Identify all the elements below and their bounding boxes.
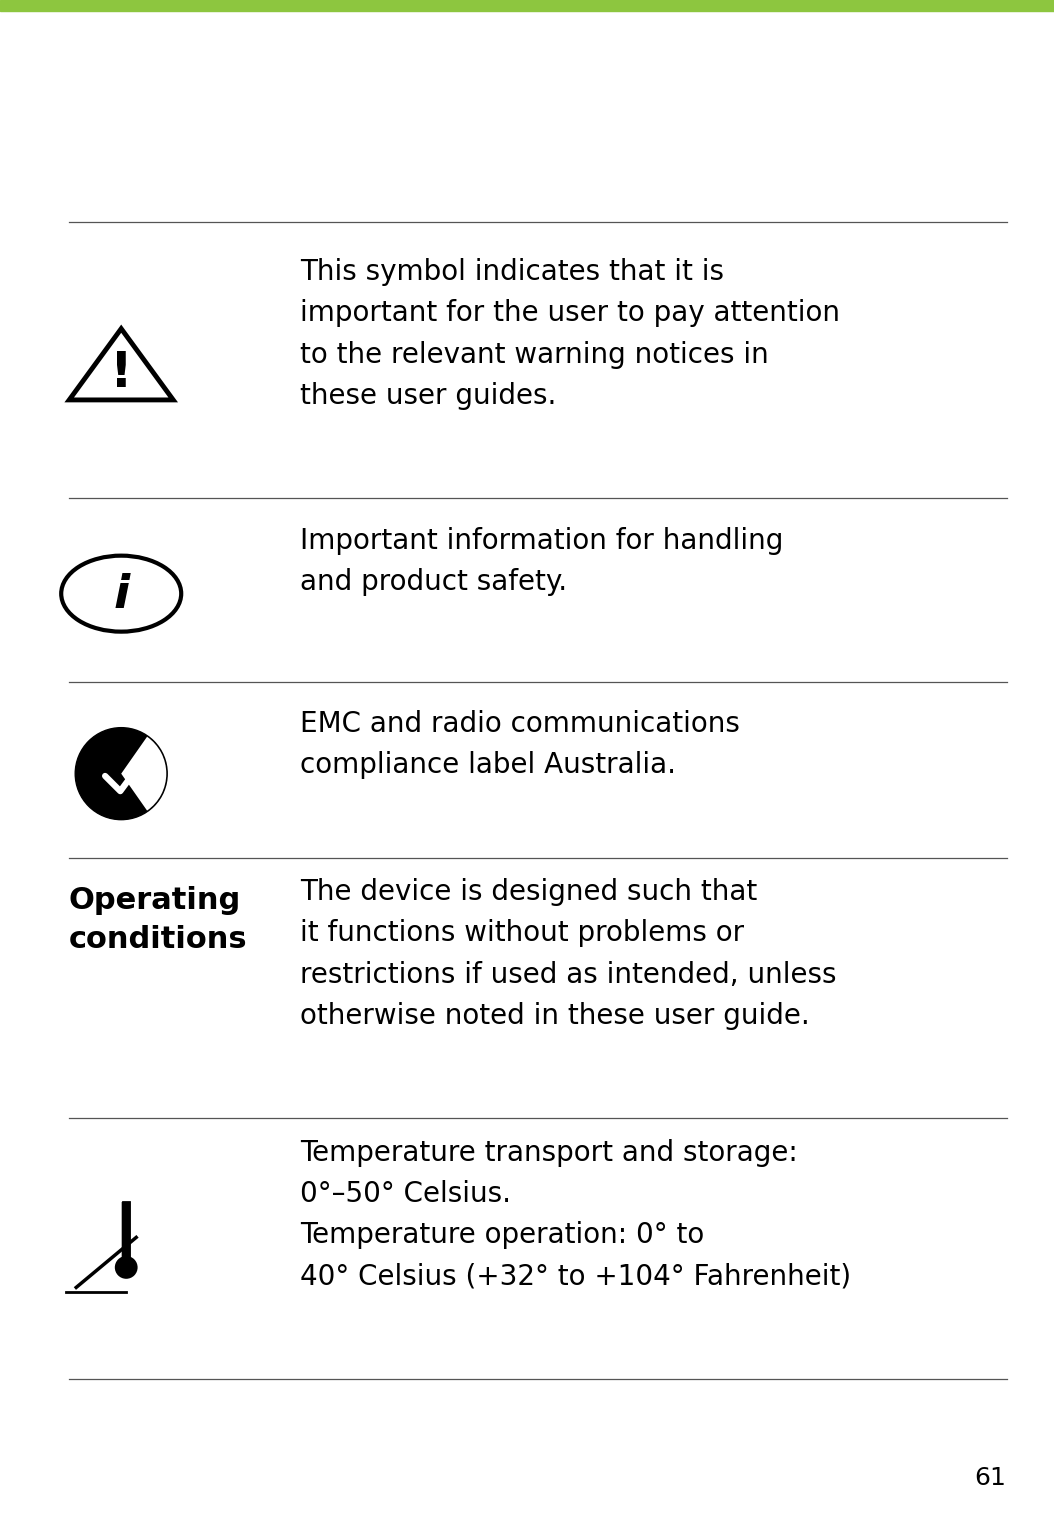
Text: Important information for handling
and product safety.: Important information for handling and p…	[300, 527, 784, 596]
Text: The device is designed such that
it functions without problems or
restrictions i: The device is designed such that it func…	[300, 878, 837, 1030]
Circle shape	[75, 728, 168, 820]
Circle shape	[116, 1258, 136, 1278]
Text: EMC and radio communications
compliance label Australia.: EMC and radio communications compliance …	[300, 709, 740, 778]
Text: This symbol indicates that it is
important for the user to pay attention
to the : This symbol indicates that it is importa…	[300, 259, 840, 411]
Text: Operating
conditions: Operating conditions	[69, 885, 247, 954]
Text: !: !	[110, 349, 133, 397]
Text: Temperature transport and storage:
0°–50° Celsius.
Temperature operation: 0° to
: Temperature transport and storage: 0°–50…	[300, 1138, 852, 1290]
Text: i: i	[113, 573, 130, 617]
Bar	[123, 1203, 130, 1258]
Wedge shape	[121, 737, 167, 810]
Text: 61: 61	[975, 1466, 1007, 1491]
Bar	[0, 0, 1054, 11]
